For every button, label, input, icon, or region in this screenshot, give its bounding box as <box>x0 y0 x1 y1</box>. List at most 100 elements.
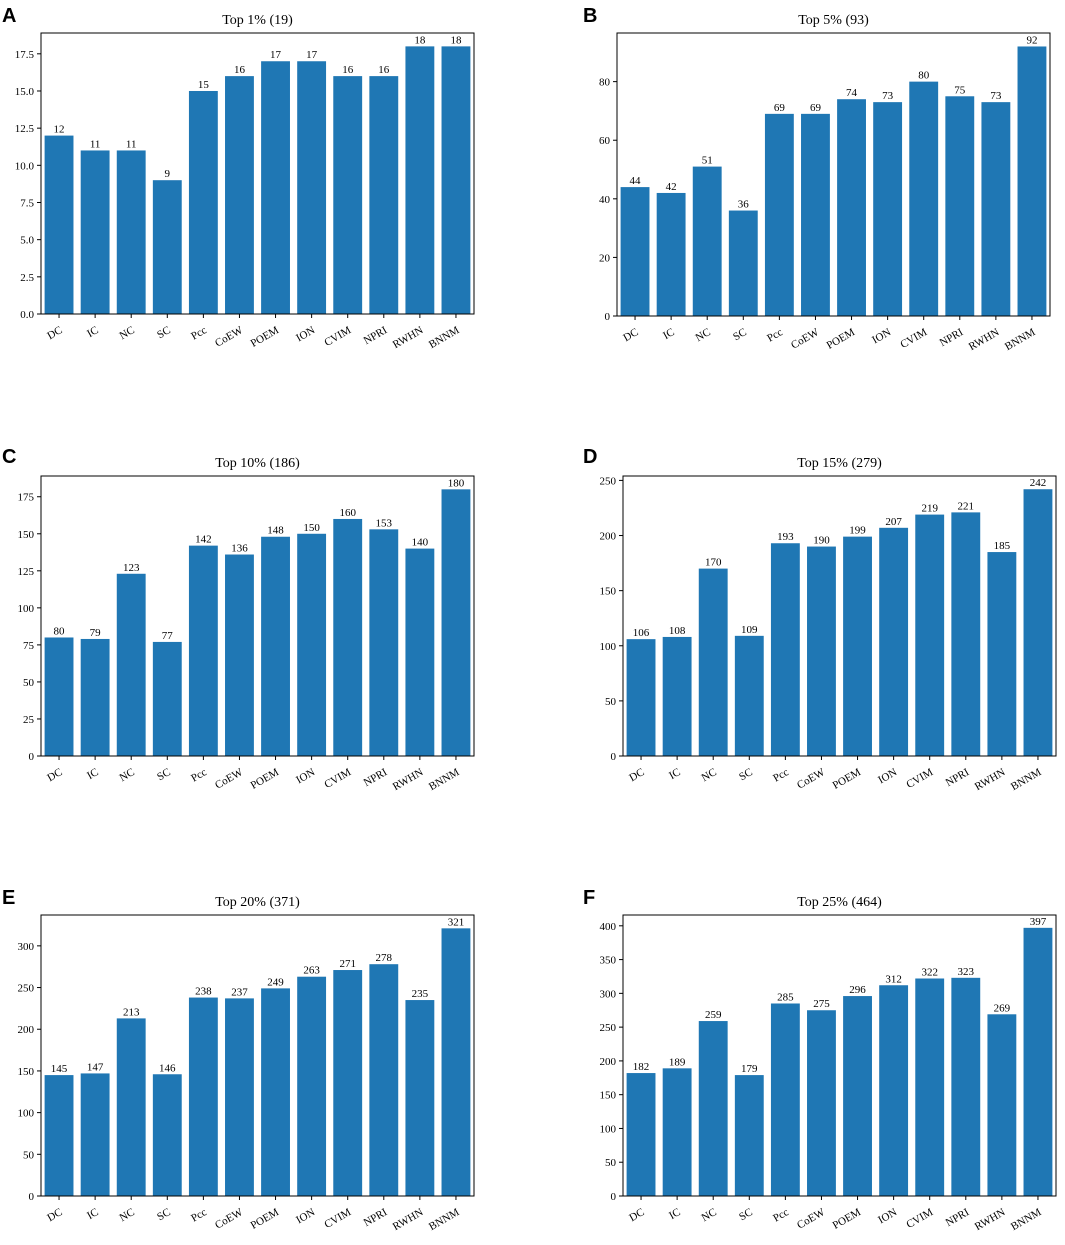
x-tick-label: POEM <box>831 1206 864 1232</box>
x-tick-label: BNNM <box>1009 1206 1044 1233</box>
bar-rwhn <box>405 1000 435 1196</box>
x-tick-label: NC <box>117 324 136 342</box>
bar-sc <box>152 180 182 314</box>
data-label: 51 <box>702 155 713 167</box>
bar-nc <box>116 1018 146 1196</box>
x-tick-label: BNNM <box>427 766 462 793</box>
bar-pcc <box>770 543 800 756</box>
x-tick-label: SC <box>155 324 173 341</box>
bar-rwhn <box>981 102 1011 316</box>
bar-rwhn <box>405 46 435 314</box>
x-tick-label: BNNM <box>427 324 462 351</box>
data-label: 182 <box>633 1061 650 1073</box>
x-tick-label: NPRI <box>944 766 972 789</box>
data-label: 11 <box>126 138 137 150</box>
data-label: 263 <box>303 965 320 977</box>
y-tick-label: 300 <box>600 988 617 1000</box>
y-tick-label: 20 <box>599 252 611 264</box>
bar-npri <box>369 964 399 1196</box>
data-label: 207 <box>885 516 902 528</box>
x-tick-label: NC <box>117 1206 136 1224</box>
y-tick-label: 200 <box>18 1024 35 1036</box>
data-label: 74 <box>846 87 858 99</box>
data-label: 142 <box>195 534 212 546</box>
y-tick-label: 250 <box>18 983 35 995</box>
bar-dc <box>44 135 74 314</box>
x-tick-label: RWHN <box>391 324 426 351</box>
y-tick-label: 200 <box>600 531 617 543</box>
data-label: 275 <box>813 998 830 1010</box>
data-label: 145 <box>51 1063 68 1075</box>
x-tick-label: DC <box>621 326 640 344</box>
bar-ic <box>662 636 692 756</box>
bar-coew <box>807 546 836 756</box>
y-tick-label: 10.0 <box>15 160 35 172</box>
bar-npri <box>951 977 981 1196</box>
x-tick-label: BNNM <box>427 1206 462 1233</box>
y-tick-label: 50 <box>23 1149 35 1161</box>
bar-nc <box>698 1021 728 1196</box>
data-label: 150 <box>303 522 320 534</box>
x-tick-label: DC <box>45 1206 64 1224</box>
data-label: 321 <box>448 916 465 928</box>
x-tick-label: Pcc <box>189 324 209 342</box>
panel-letter: A <box>2 5 16 27</box>
data-label: 193 <box>777 531 794 543</box>
bar-npri <box>945 96 975 316</box>
x-tick-label: DC <box>45 766 64 784</box>
x-tick-label: SC <box>737 1206 755 1223</box>
y-tick-label: 17.5 <box>15 49 35 61</box>
data-label: 322 <box>921 966 938 978</box>
bar-sc <box>734 1075 764 1196</box>
bar-rwhn <box>405 548 435 756</box>
x-tick-label: Pcc <box>189 766 209 784</box>
data-label: 238 <box>195 986 212 998</box>
x-tick-label: ION <box>294 766 317 786</box>
bar-dc <box>44 637 74 756</box>
bar-bnnm <box>1017 46 1047 316</box>
x-tick-label: SC <box>737 766 755 783</box>
data-label: 219 <box>921 503 938 515</box>
bar-poem <box>843 536 872 756</box>
x-tick-label: IC <box>667 1206 683 1222</box>
bar-dc <box>626 639 656 756</box>
bar-pcc <box>188 997 218 1196</box>
panel-letter: D <box>583 446 597 468</box>
bar-coew <box>225 998 254 1196</box>
bar-nc <box>698 568 728 756</box>
bar-coew <box>225 76 254 315</box>
bar-ion <box>297 533 327 756</box>
bar-poem <box>261 536 290 756</box>
y-tick-label: 250 <box>600 1022 617 1034</box>
data-label: 69 <box>774 102 786 114</box>
bar-poem <box>261 988 290 1196</box>
data-label: 271 <box>339 958 356 970</box>
bar-dc <box>626 1073 656 1196</box>
bar-dc <box>620 187 650 316</box>
x-tick-label: CVIM <box>322 324 353 349</box>
x-tick-label: DC <box>627 1206 646 1224</box>
x-tick-label: CVIM <box>904 1206 935 1231</box>
bar-bnnm <box>441 489 471 756</box>
x-tick-label: CoEW <box>795 1206 827 1232</box>
data-label: 16 <box>342 64 354 76</box>
chart-panel-f: F Top 25% (464) 182 DC 189 IC 259 NC 179 SC 285 Pcc… <box>583 887 1057 1233</box>
data-label: 269 <box>994 1002 1011 1014</box>
data-label: 189 <box>669 1056 686 1068</box>
bar-ion <box>873 102 903 316</box>
data-label: 79 <box>90 627 102 639</box>
x-tick-label: RWHN <box>973 1206 1008 1233</box>
x-tick-label: NPRI <box>362 1206 390 1229</box>
data-label: 199 <box>849 525 866 537</box>
y-tick-label: 100 <box>18 1108 35 1120</box>
y-tick-label: 15.0 <box>15 86 35 98</box>
bar-ic <box>80 1073 110 1196</box>
chart-title: Top 25% (464) <box>797 895 882 910</box>
data-label: 153 <box>376 517 393 529</box>
plot-frame <box>616 32 1051 317</box>
y-tick-label: 200 <box>600 1056 617 1068</box>
bar-nc <box>692 166 722 316</box>
bar-poem <box>261 61 290 315</box>
data-label: 242 <box>1030 477 1047 489</box>
x-tick-label: Pcc <box>771 766 791 784</box>
